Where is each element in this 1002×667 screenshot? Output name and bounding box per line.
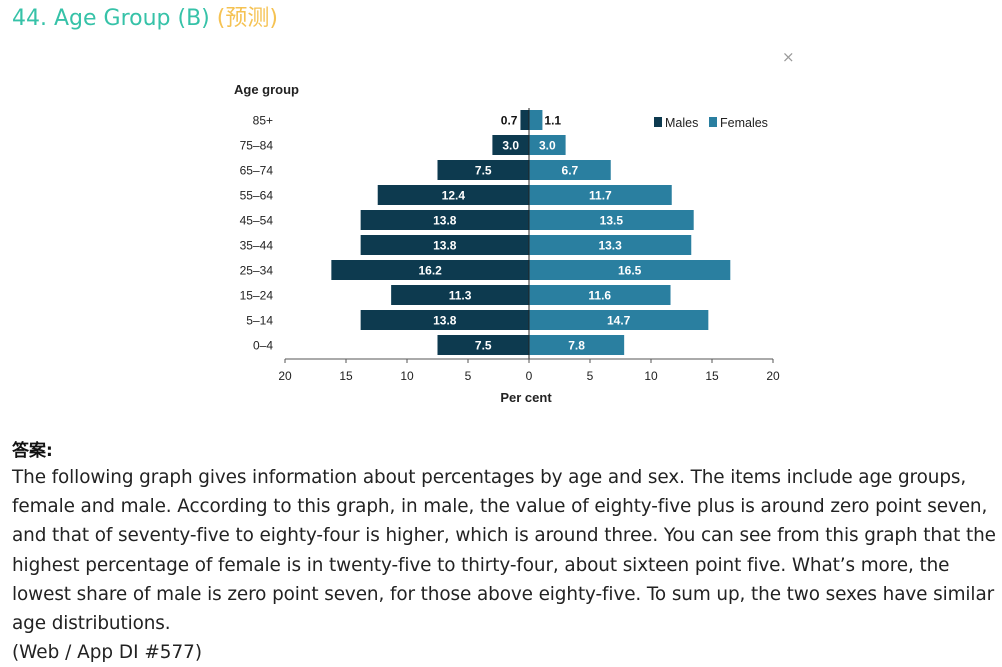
category-label: 35–44 [240,239,274,253]
bar-female [529,210,694,230]
close-icon[interactable]: × [782,48,795,66]
legend-swatch-males [654,117,662,127]
data-label-female: 13.5 [600,214,624,228]
x-tick-label: 20 [766,369,780,383]
bar-male [437,160,529,180]
data-label-male: 3.0 [502,139,519,153]
x-axis-label: Per cent [500,390,552,405]
bar-male [377,185,529,205]
bar-female [529,160,611,180]
answer-label: 答案: [12,441,53,461]
title-text: 44. Age Group (B) [12,6,210,31]
x-tick-label: 0 [526,369,533,383]
bar-female [529,310,709,330]
category-label: 5–14 [246,314,273,328]
page-title: 44. Age Group (B) (预测) [12,4,278,34]
answer-text: The following graph gives information ab… [12,467,996,635]
bar-male [360,235,529,255]
bar-male [492,135,529,155]
bar-male [331,260,529,280]
data-label-female: 14.7 [607,314,631,328]
bar-female [529,185,672,205]
data-label-female: 1.1 [544,114,561,128]
data-label-female: 3.0 [539,139,556,153]
y-axis-label: Age group [234,82,299,97]
x-tick-label: 10 [644,369,658,383]
data-label-male: 7.5 [475,339,492,353]
data-label-male: 13.8 [433,314,457,328]
legend-swatch-females [709,117,717,127]
bar-female [529,135,566,155]
category-label: 65–74 [240,164,274,178]
x-tick-label: 5 [465,369,472,383]
category-label: 45–54 [240,214,274,228]
data-label-male: 16.2 [419,264,443,278]
legend-label-females: Females [720,116,768,130]
data-label-male: 11.3 [449,289,472,303]
bar-male [360,310,529,330]
category-label: 85+ [253,114,273,128]
category-label: 25–34 [240,264,274,278]
category-label: 0–4 [253,339,273,353]
data-label-female: 6.7 [562,164,579,178]
data-label-male: 13.8 [433,239,457,253]
data-label-female: 13.3 [598,239,622,253]
x-tick-label: 10 [400,369,414,383]
x-tick-label: 15 [339,369,353,383]
data-label-male: 13.8 [433,214,457,228]
bar-female [529,285,671,305]
title-tag: (预测) [216,6,278,31]
bar-female [529,335,625,355]
x-tick-label: 5 [587,369,594,383]
source-reference: (Web / App DI #577) [12,642,203,663]
category-label: 55–64 [240,189,274,203]
data-label-male: 0.7 [501,114,518,128]
bar-male [391,285,529,305]
data-label-female: 11.7 [589,189,612,203]
data-label-male: 7.5 [475,164,492,178]
legend-label-males: Males [665,116,698,130]
x-tick-label: 15 [705,369,719,383]
bar-female [529,260,731,280]
bar-female [529,110,543,130]
x-tick-label: 20 [278,369,292,383]
data-label-female: 11.6 [588,289,611,303]
bar-male [360,210,529,230]
population-pyramid-chart: Age group 85+ 0.7 1.1 75–84 3.0 3.0 65–74 7.5 6.7… [234,82,780,405]
data-label-female: 7.8 [568,339,585,353]
bar-male [520,110,529,130]
category-label: 75–84 [240,139,274,153]
category-label: 15–24 [240,289,274,303]
bar-male [437,335,529,355]
bar-female [529,235,692,255]
data-label-female: 16.5 [618,264,642,278]
data-label-male: 12.4 [442,189,466,203]
